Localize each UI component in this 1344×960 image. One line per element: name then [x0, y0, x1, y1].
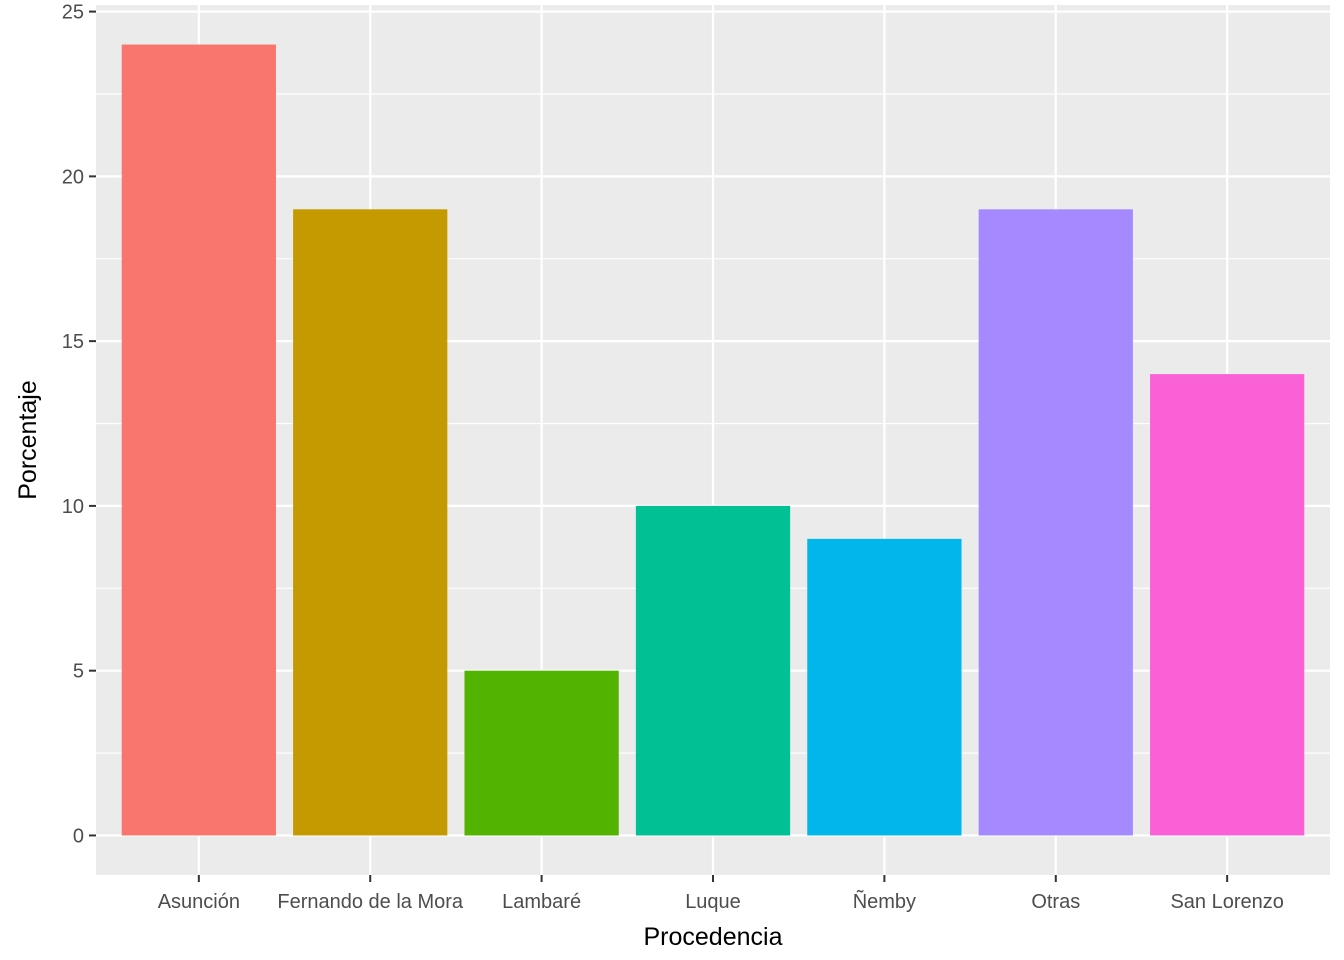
bar [293, 209, 448, 836]
x-tick-label: San Lorenzo [1170, 891, 1283, 913]
x-tick-label: Lambaré [502, 891, 581, 913]
x-axis-title: Procedencia [644, 923, 783, 951]
bar [1150, 374, 1305, 836]
y-axis: 0 5 10 15 20 25 [62, 2, 96, 847]
y-tick-label: 15 [62, 331, 84, 353]
bars [121, 44, 1305, 836]
bar [121, 44, 276, 836]
bar [635, 505, 791, 836]
bar [464, 670, 619, 836]
bar [978, 209, 1133, 836]
x-tick-label: Luque [685, 891, 741, 913]
y-tick-label: 20 [62, 166, 84, 188]
x-tick-label: Otras [1031, 891, 1080, 913]
y-tick-label: 10 [62, 496, 84, 518]
y-axis-title: Porcentaje [14, 380, 42, 500]
x-tick-label: Asunción [158, 891, 240, 913]
x-tick-label: Ñemby [853, 889, 916, 913]
y-tick-label: 5 [73, 661, 84, 683]
x-tick-label: Fernando de la Mora [277, 891, 464, 913]
y-tick-label: 0 [73, 825, 84, 847]
x-axis: Asunción Fernando de la Mora Lambaré Luque Ñ… [158, 875, 1284, 913]
bar [807, 538, 962, 836]
y-tick-label: 25 [62, 2, 84, 24]
